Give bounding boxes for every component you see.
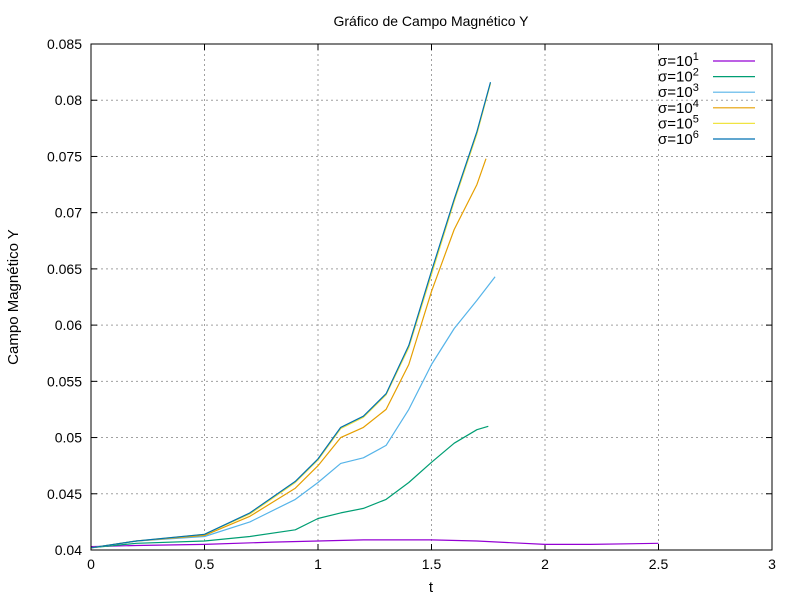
y-tick-label: 0.06	[55, 317, 82, 333]
series-line-3	[90, 276, 496, 549]
x-axis-label: t	[429, 579, 434, 596]
y-tick-label: 0.075	[47, 148, 82, 164]
x-tick-label: 1.5	[422, 556, 442, 572]
y-tick-label: 0.07	[55, 205, 82, 221]
series-line-5	[90, 83, 492, 549]
series-line-1	[90, 539, 659, 548]
series-line-2	[90, 425, 489, 549]
y-tick-label: 0.05	[55, 430, 82, 446]
y-tick-label: 0.045	[47, 486, 82, 502]
legend-entry-3: σ=103	[658, 82, 699, 101]
x-tick-label: 2	[541, 556, 549, 572]
legend-entry-6: σ=106	[658, 129, 699, 148]
y-tick-label: 0.065	[47, 261, 82, 277]
y-axis-label: Campo Magnético Y	[5, 229, 22, 365]
y-tick-label: 0.08	[55, 92, 82, 108]
x-tick-label: 0	[87, 556, 95, 572]
plot-border	[90, 43, 773, 551]
series-line-4	[90, 158, 487, 549]
x-tick-label: 2.5	[649, 556, 669, 572]
y-tick-label: 0.085	[47, 36, 82, 52]
series-group	[90, 82, 659, 549]
x-tick-label: 0.5	[195, 556, 215, 572]
y-tick-label: 0.04	[55, 542, 82, 558]
legend-entry-2: σ=102	[658, 67, 699, 86]
legend-entry-1: σ=101	[658, 51, 699, 70]
x-tick-label: 1	[314, 556, 322, 572]
legend-entry-5: σ=105	[658, 113, 699, 132]
x-tick-label: 3	[768, 556, 776, 572]
legend-entry-4: σ=104	[658, 98, 699, 117]
series-line-6	[90, 82, 492, 549]
chart-title: Gráfico de Campo Magnético Y	[333, 13, 529, 29]
y-tick-label: 0.055	[47, 373, 82, 389]
